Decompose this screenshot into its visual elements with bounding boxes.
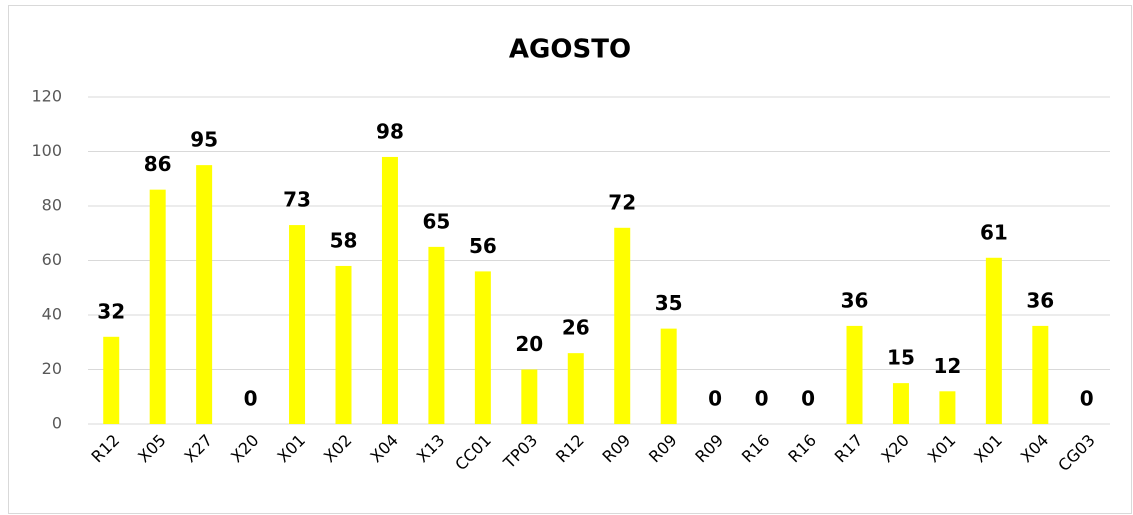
- data-label: 98: [376, 119, 404, 143]
- data-label: 20: [515, 332, 543, 356]
- bar: [196, 165, 213, 424]
- data-label: 0: [755, 387, 769, 411]
- data-label: 65: [422, 209, 450, 233]
- bar: [335, 265, 352, 424]
- data-label: 0: [1080, 387, 1094, 411]
- data-label: 58: [330, 228, 358, 252]
- data-label: 32: [97, 299, 125, 323]
- bar: [103, 336, 120, 424]
- data-label: 36: [1026, 288, 1054, 312]
- bar: [846, 325, 863, 424]
- data-label: 0: [708, 387, 722, 411]
- y-tick-label: 60: [42, 250, 62, 269]
- bar: [567, 353, 584, 424]
- bar: [428, 246, 445, 424]
- y-tick-label: 20: [42, 359, 62, 378]
- data-label: 35: [655, 291, 683, 315]
- data-label: 0: [801, 387, 815, 411]
- data-label: 36: [841, 288, 869, 312]
- data-label: 95: [190, 128, 218, 152]
- y-tick-label: 0: [52, 414, 62, 433]
- bar: [149, 189, 166, 424]
- data-label: 26: [562, 316, 590, 340]
- chart-title: AGOSTO: [509, 35, 631, 65]
- data-label: 61: [980, 220, 1008, 244]
- bar: [289, 225, 306, 424]
- bar: [521, 369, 538, 424]
- data-label: 0: [244, 387, 258, 411]
- y-tick-label: 100: [31, 141, 62, 160]
- data-label: 56: [469, 234, 497, 258]
- y-tick-label: 80: [42, 196, 62, 215]
- bar: [660, 328, 677, 424]
- chart-border: [8, 5, 1132, 514]
- data-label: 15: [887, 346, 915, 370]
- bar: [1032, 325, 1049, 424]
- data-label: 86: [144, 152, 172, 176]
- bar: [892, 383, 909, 424]
- bar: [985, 257, 1002, 424]
- y-tick-label: 40: [42, 305, 62, 324]
- data-label: 72: [608, 190, 636, 214]
- data-label: 12: [933, 354, 961, 378]
- bar: [614, 227, 631, 424]
- bar: [474, 271, 491, 424]
- bar: [381, 156, 398, 424]
- data-label: 73: [283, 188, 311, 212]
- bar: [939, 391, 956, 424]
- y-tick-label: 120: [31, 87, 62, 106]
